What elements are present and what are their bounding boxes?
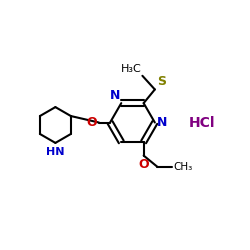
Text: CH₃: CH₃ (174, 162, 193, 172)
Text: O: O (138, 158, 149, 170)
Text: S: S (157, 75, 166, 88)
Text: HCl: HCl (189, 116, 215, 130)
Text: O: O (86, 116, 97, 129)
Text: N: N (110, 89, 120, 102)
Text: HN: HN (46, 147, 65, 157)
Text: N: N (156, 116, 167, 129)
Text: H₃C: H₃C (120, 64, 141, 74)
